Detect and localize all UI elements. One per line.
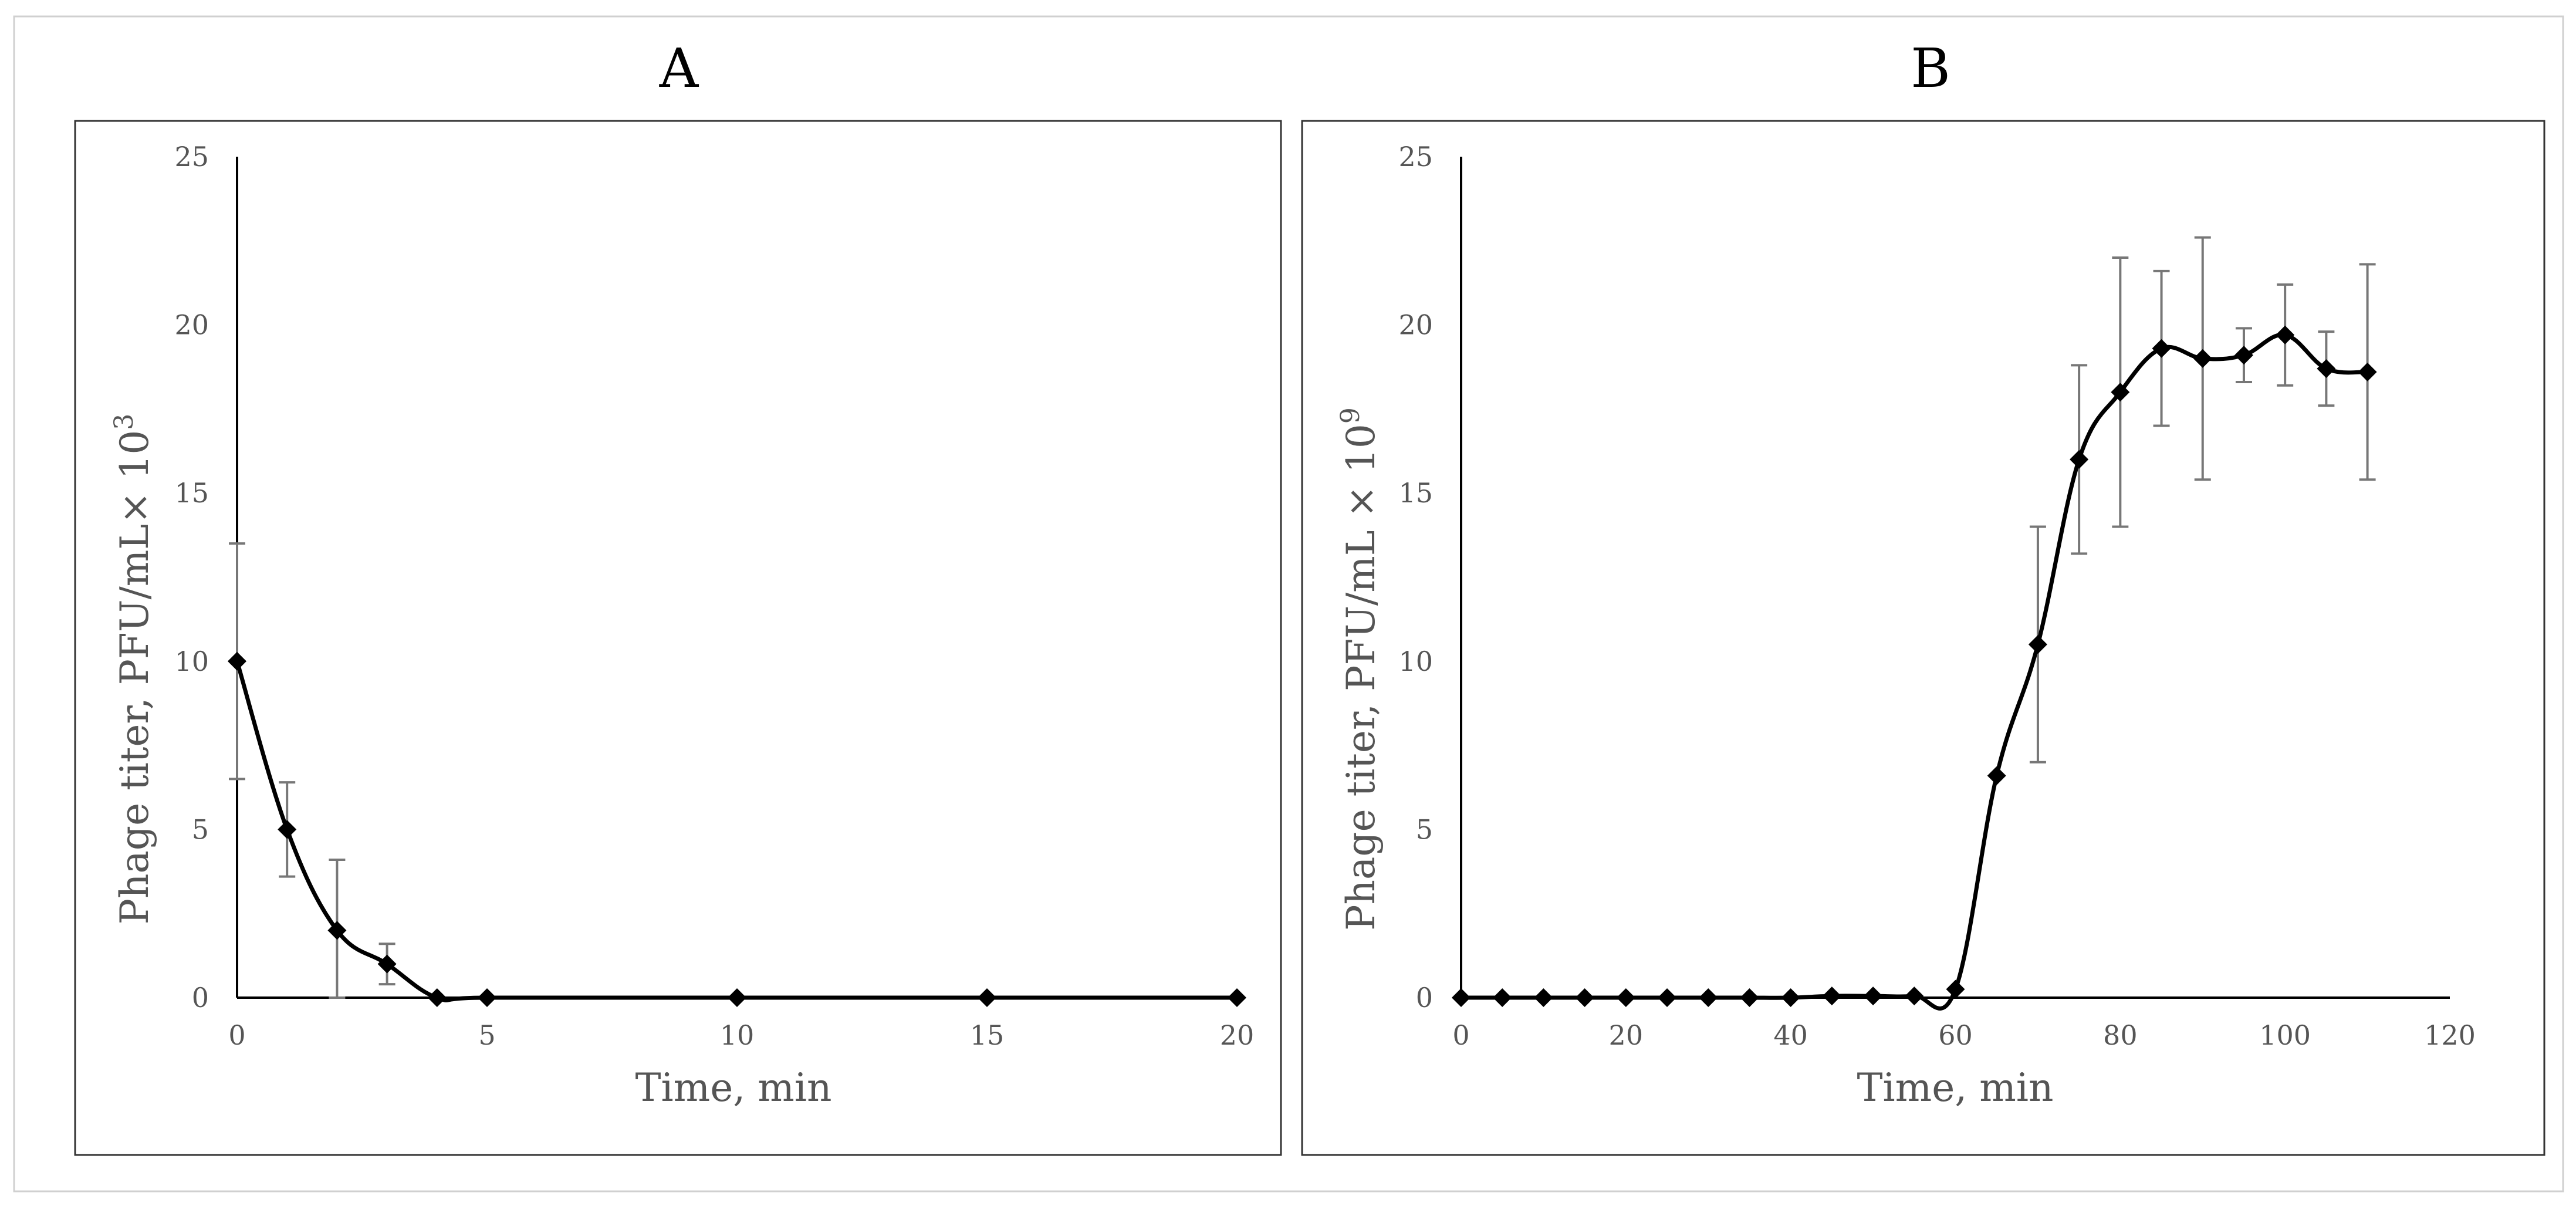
- panel-a-x-tick-label: 5: [478, 1019, 495, 1051]
- panel-b-x-axis-title: Time, min: [1857, 1065, 2054, 1110]
- panel-a-data-point: [728, 988, 746, 1007]
- panel-b-y-axis-title: Phage titer, PFU/mL × 109: [1336, 407, 1384, 931]
- panel-b-data-point: [2070, 450, 2089, 469]
- panel-a-y-axis-exponent: 3: [109, 414, 139, 430]
- panel-b-data-point: [1905, 987, 1924, 1006]
- panel-b-data-point: [1493, 988, 1512, 1007]
- panel-a-y-tick-label: 25: [174, 141, 209, 173]
- panel-b-data-point: [2234, 346, 2253, 365]
- panel-b-x-tick-label: 120: [2424, 1019, 2476, 1051]
- panel-a-letter: A: [659, 37, 699, 100]
- panel-b-data-point: [1864, 987, 1883, 1006]
- panel-a-data-point: [377, 954, 397, 974]
- panel-b-y-tick-label: 10: [1398, 646, 1433, 677]
- panel-b-data-point: [1534, 988, 1553, 1007]
- panel-b-y-axis-title-text: Phage titer, PFU/mL × 10: [1338, 424, 1384, 931]
- panel-a-y-tick-label: 5: [192, 813, 209, 845]
- panel-b-x-tick-label: 60: [1938, 1019, 1973, 1051]
- panel-b-data-point: [2111, 383, 2130, 402]
- panel-b-data-point: [2276, 325, 2295, 344]
- panel-b-data-point: [1616, 988, 1635, 1007]
- panel-b-frame: [1301, 120, 2545, 1156]
- panel-b-y-tick-label: 15: [1398, 477, 1433, 509]
- panel-a-x-tick-label: 10: [720, 1019, 755, 1051]
- panel-a-data-point: [978, 988, 996, 1007]
- chart-b: 0 5 10 15 20 25 0 20 40 60 80 100 120: [1398, 141, 2475, 1051]
- panel-a-y-tick-label: 20: [174, 309, 209, 341]
- panel-a-y-tick-label: 10: [174, 646, 209, 677]
- panel-a-x-tick-label: 15: [970, 1019, 1005, 1051]
- panel-a-data-point: [228, 651, 246, 671]
- figure-border: [13, 15, 2564, 1193]
- panel-b-letter: B: [1911, 37, 1950, 100]
- panel-a-data-point: [478, 988, 496, 1007]
- panel-b-y-tick-label: 25: [1398, 141, 1433, 173]
- panel-b-data-point: [2152, 339, 2171, 358]
- panel-a-x-tick-label: 20: [1220, 1019, 1255, 1051]
- panel-a-y-tick-label: 0: [192, 982, 209, 1014]
- panel-b-data-point: [1658, 988, 1677, 1007]
- chart-a: 0 5 10 15 20 25 0 5 10 15 20: [174, 141, 1254, 1051]
- panel-b: B 0 5 10 15 20 25 0 20 40 60 80 100 120 Time, min Ph…: [1301, 37, 2545, 1156]
- panel-b-x-tick-label: 20: [1609, 1019, 1644, 1051]
- panel-b-data-point: [1946, 979, 1965, 999]
- panel-b-data-point: [1575, 988, 1594, 1007]
- panel-a-data-point: [278, 820, 297, 839]
- panel-a-y-tick-label: 15: [174, 477, 209, 509]
- panel-b-series-line: [1459, 333, 2370, 1011]
- panel-b-data-point: [2358, 362, 2377, 381]
- panel-a-y-axis-title-text: Phage titer, PFU/mL× 10: [112, 430, 157, 925]
- panel-b-data-point: [1781, 988, 1800, 1007]
- panel-b-y-tick-label: 0: [1416, 982, 1433, 1014]
- panel-b-data-point: [2193, 349, 2212, 368]
- panel-b-data-point: [2317, 359, 2336, 379]
- panel-a-data-point: [327, 921, 347, 940]
- panel-b-x-tick-label: 100: [2259, 1019, 2311, 1051]
- panel-b-y-axis-exponent: 9: [1336, 407, 1365, 424]
- panel-a-data-point: [1228, 988, 1246, 1007]
- panel-b-data-point: [2028, 635, 2047, 654]
- panel-b-data-point: [1452, 988, 1470, 1007]
- panel-a-x-axis-title: Time, min: [635, 1065, 832, 1110]
- panel-a-data-point: [427, 988, 447, 1007]
- panel-a-y-axis-title: Phage titer, PFU/mL× 103: [109, 414, 157, 925]
- panel-b-y-tick-label: 20: [1398, 309, 1433, 341]
- panel-b-y-tick-label: 5: [1416, 813, 1433, 845]
- panel-b-data-point: [1740, 988, 1759, 1007]
- panel-b-x-tick-label: 40: [1773, 1019, 1808, 1051]
- panel-a-x-tick-label: 0: [228, 1019, 245, 1051]
- panel-b-x-tick-label: 80: [2103, 1019, 2138, 1051]
- panel-b-data-point: [1987, 766, 2006, 785]
- panel-b-data-point: [1699, 988, 1718, 1007]
- panel-a-frame: [74, 120, 1282, 1156]
- panel-a: A 0 5 10 15 20 25 0 5 10 15 20 Time, min Phage tit…: [74, 37, 1282, 1156]
- panel-b-x-tick-label: 0: [1452, 1019, 1469, 1051]
- panel-b-data-point: [1822, 987, 1841, 1006]
